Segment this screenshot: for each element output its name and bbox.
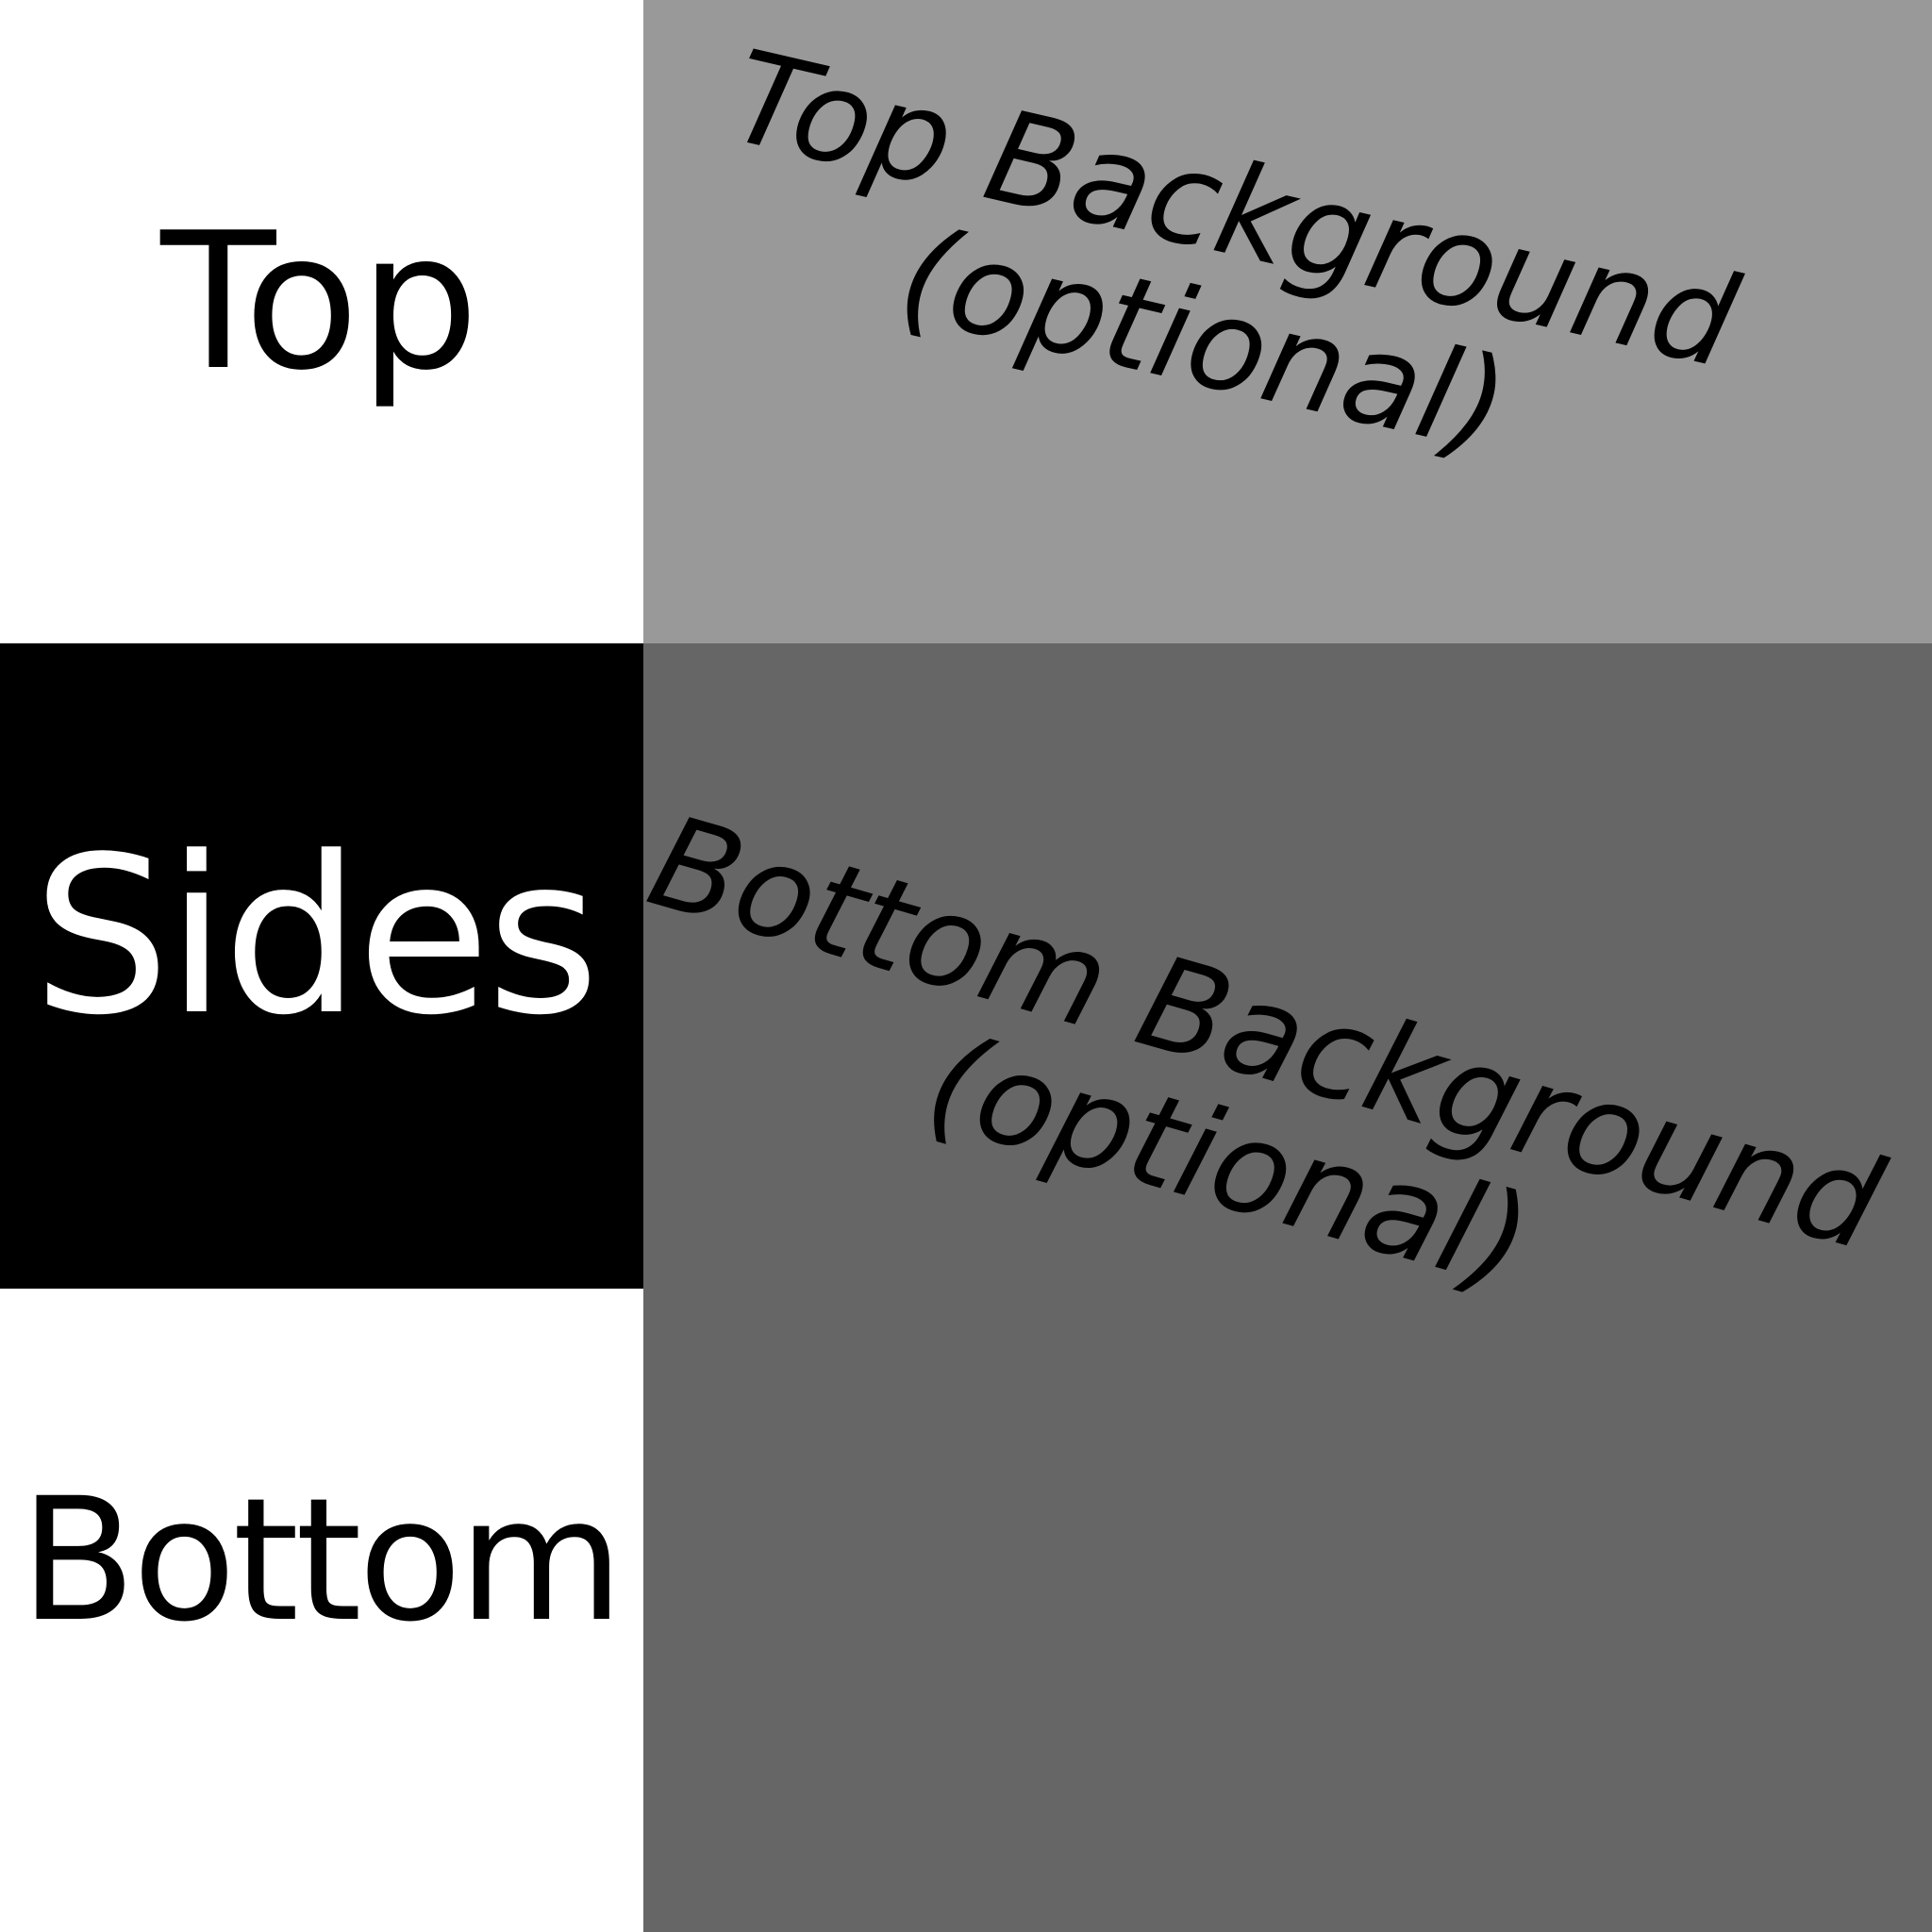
sides-label: Sides <box>32 811 599 1063</box>
top-panel: Top <box>0 0 643 643</box>
sides-label-wrap: Sides <box>0 643 643 1289</box>
bottom-background-text: Bottom Background (optional) <box>643 787 1896 1370</box>
bottom-label: Bottom <box>19 1462 624 1659</box>
bottom-background-panel: Bottom Background (optional) <box>643 643 1932 1932</box>
top-label-wrap: Top <box>0 0 643 643</box>
bottom-panel: Bottom <box>0 1289 643 1932</box>
top-label: Top <box>160 192 479 412</box>
bottom-label-wrap: Bottom <box>0 1289 643 1932</box>
sides-panel: Sides <box>0 643 643 1289</box>
top-background-panel: Top Background (optional) <box>643 0 1932 643</box>
top-background-text: Top Background (optional) <box>719 23 1750 501</box>
